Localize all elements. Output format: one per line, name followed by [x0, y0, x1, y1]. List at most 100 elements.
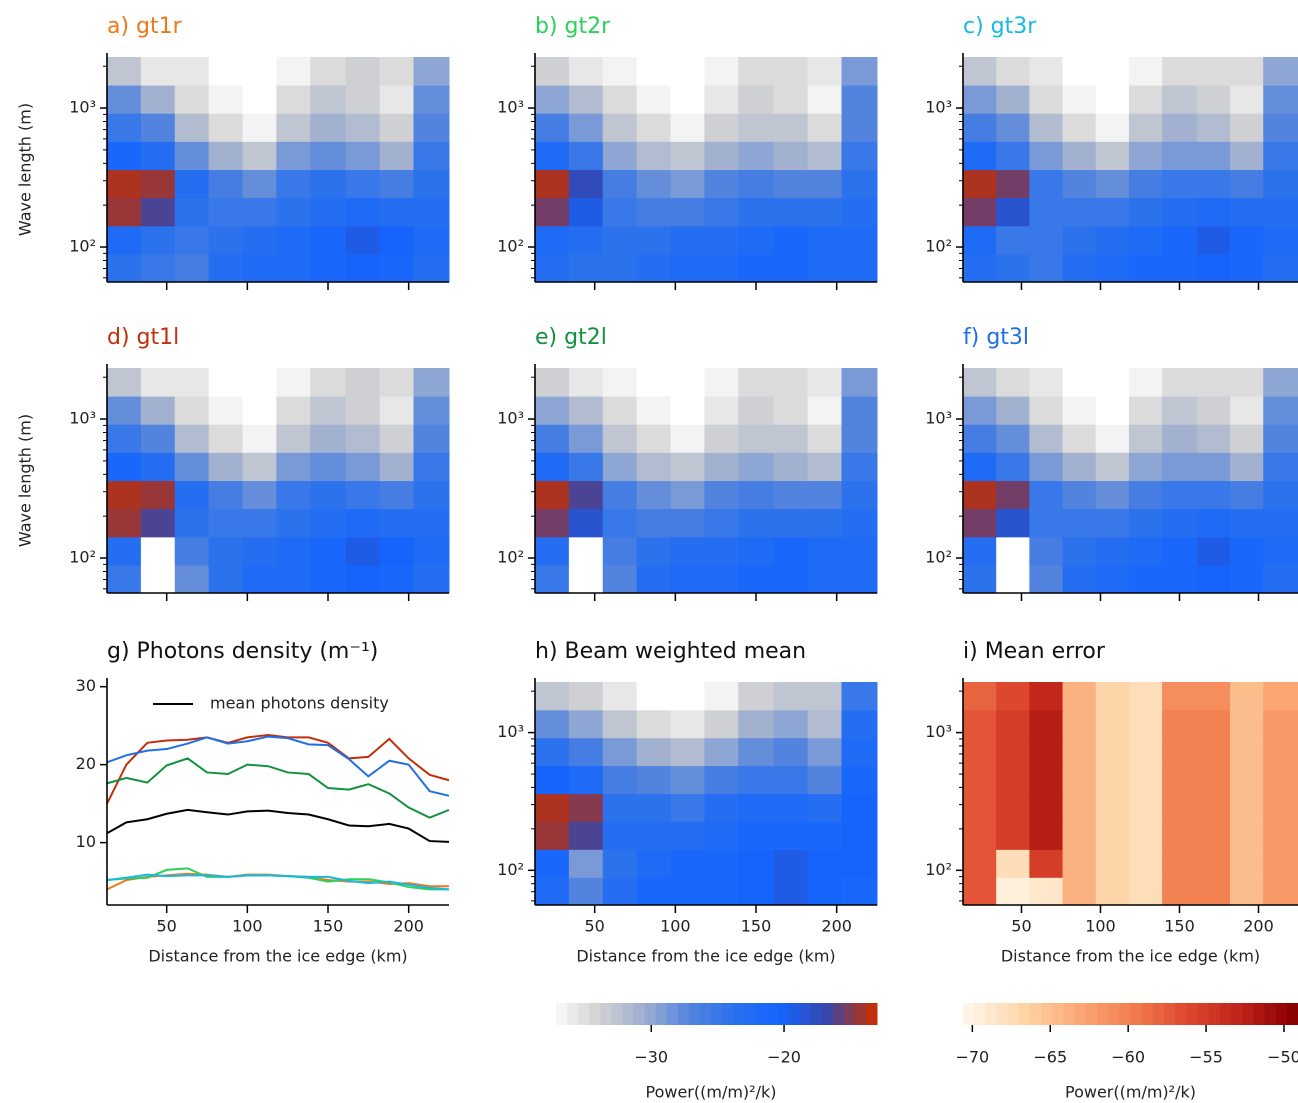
- colorbar-cell: [699, 1003, 712, 1025]
- heatmap-cell: [1196, 254, 1231, 283]
- heatmap-cell: [1029, 141, 1064, 171]
- heatmap-cell: [568, 849, 604, 878]
- heatmap-cell: [310, 536, 347, 566]
- heatmap-cell: [310, 452, 347, 482]
- panel-title: g) Photons density (m⁻¹): [107, 639, 378, 664]
- heatmap-cell: [841, 85, 878, 114]
- heatmap-cell: [1263, 141, 1298, 171]
- heatmap-cell: [379, 508, 415, 538]
- colorbar-cell: [996, 1003, 1009, 1025]
- heatmap-cell: [1029, 57, 1064, 86]
- heatmap-cell: [535, 452, 570, 482]
- heatmap-cell: [1029, 424, 1064, 453]
- colorbar-label: Power((m/m)²/k): [646, 1083, 777, 1102]
- heatmap-cell: [738, 709, 775, 739]
- heatmap-cell: [1162, 765, 1198, 795]
- heatmap-cell: [1095, 57, 1130, 86]
- heatmap-cell: [1162, 849, 1198, 878]
- panel-title: h) Beam weighted mean: [535, 639, 806, 664]
- heatmap-cell: [535, 169, 570, 199]
- colorbar-cell: [788, 1003, 801, 1025]
- heatmap-cell: [963, 169, 997, 199]
- heatmap-cell: [963, 877, 997, 906]
- heatmap-cell: [963, 85, 997, 114]
- colorbar-cell: [1242, 1003, 1254, 1025]
- heatmap-cell: [738, 765, 775, 795]
- heatmap-cell: [208, 508, 244, 538]
- heatmap-cell: [670, 877, 705, 906]
- heatmap-cell: [1128, 877, 1163, 906]
- colorbar-cell: [1085, 1003, 1098, 1025]
- heatmap-cell: [140, 480, 176, 510]
- heatmap-cell: [107, 565, 142, 594]
- heatmap-cell: [738, 113, 775, 142]
- heatmap-cell: [807, 57, 843, 86]
- x-axis-label: Distance from the ice edge (km): [1001, 947, 1260, 966]
- heatmap-cell: [1196, 57, 1231, 86]
- heatmap-cell: [602, 480, 638, 510]
- heatmap-cell: [107, 452, 142, 482]
- heatmap-cell: [704, 793, 739, 822]
- heatmap-cell: [704, 169, 739, 199]
- heatmap-cell: [568, 508, 604, 538]
- heatmap-cell: [140, 57, 176, 86]
- heatmap-cell: [345, 452, 381, 482]
- heatmap-cell: [208, 85, 244, 114]
- heatmap-cell: [276, 57, 311, 86]
- heatmap-cell: [1095, 849, 1130, 878]
- heatmap-cell: [107, 368, 142, 397]
- heatmap-cell: [276, 197, 311, 227]
- heatmap-cell: [174, 254, 210, 283]
- heatmap-cell: [345, 536, 381, 566]
- heatmap-cell: [996, 793, 1030, 822]
- heatmap-cell: [1263, 113, 1298, 142]
- heatmap-cell: [568, 737, 604, 767]
- heatmap-cell: [704, 368, 739, 397]
- heatmap-cell: [996, 57, 1030, 86]
- colorbar-cell: [589, 1003, 601, 1025]
- panel-title: f) gt3l: [963, 325, 1029, 350]
- heatmap-cell: [1230, 424, 1264, 453]
- heatmap-cell: [963, 849, 997, 878]
- heatmap-cell: [996, 254, 1030, 283]
- heatmap-cell: [1029, 821, 1064, 850]
- heatmap-cell: [1128, 480, 1163, 510]
- heatmap-cell: [1095, 793, 1130, 822]
- heatmap-cell: [208, 141, 244, 171]
- heatmap-cell: [107, 508, 142, 538]
- heatmap-cell: [535, 480, 570, 510]
- heatmap-cell: [602, 709, 638, 739]
- heatmap-cell: [276, 536, 311, 566]
- heatmap-cell: [1230, 793, 1264, 822]
- heatmap-cell: [841, 849, 878, 878]
- heatmap-cell: [704, 113, 739, 142]
- heatmap-cell: [107, 254, 142, 283]
- heatmap-cell: [208, 254, 244, 283]
- heatmap-cell: [568, 254, 604, 283]
- heatmap-cell: [1062, 849, 1097, 878]
- heatmap-cell: [841, 396, 878, 425]
- colorbar-cell: [1175, 1003, 1187, 1025]
- heatmap-cell: [310, 424, 347, 453]
- heatmap-cell: [276, 254, 311, 283]
- heatmap-cell: [276, 424, 311, 453]
- heatmap-cell: [1263, 197, 1298, 227]
- heatmap-cell: [602, 565, 638, 594]
- heatmap-cell: [1128, 141, 1163, 171]
- heatmap-cell: [738, 452, 775, 482]
- heatmap-cell: [1196, 113, 1231, 142]
- heatmap-cell: [738, 254, 775, 283]
- heatmap-cell: [1162, 536, 1198, 566]
- heatmap-cell: [841, 254, 878, 283]
- heatmap-cell: [602, 877, 638, 906]
- colorbar-cell: [1186, 1003, 1198, 1025]
- heatmap-cell: [413, 452, 450, 482]
- heatmap-cell: [841, 565, 878, 594]
- heatmap-cell: [636, 197, 672, 227]
- heatmap-cell: [1263, 877, 1298, 906]
- panel-title: e) gt2l: [535, 325, 607, 350]
- heatmap-cell: [1196, 452, 1231, 482]
- heatmap-cell: [535, 737, 570, 767]
- y-tick-label: 10²: [497, 237, 524, 256]
- heatmap-cell: [996, 508, 1030, 538]
